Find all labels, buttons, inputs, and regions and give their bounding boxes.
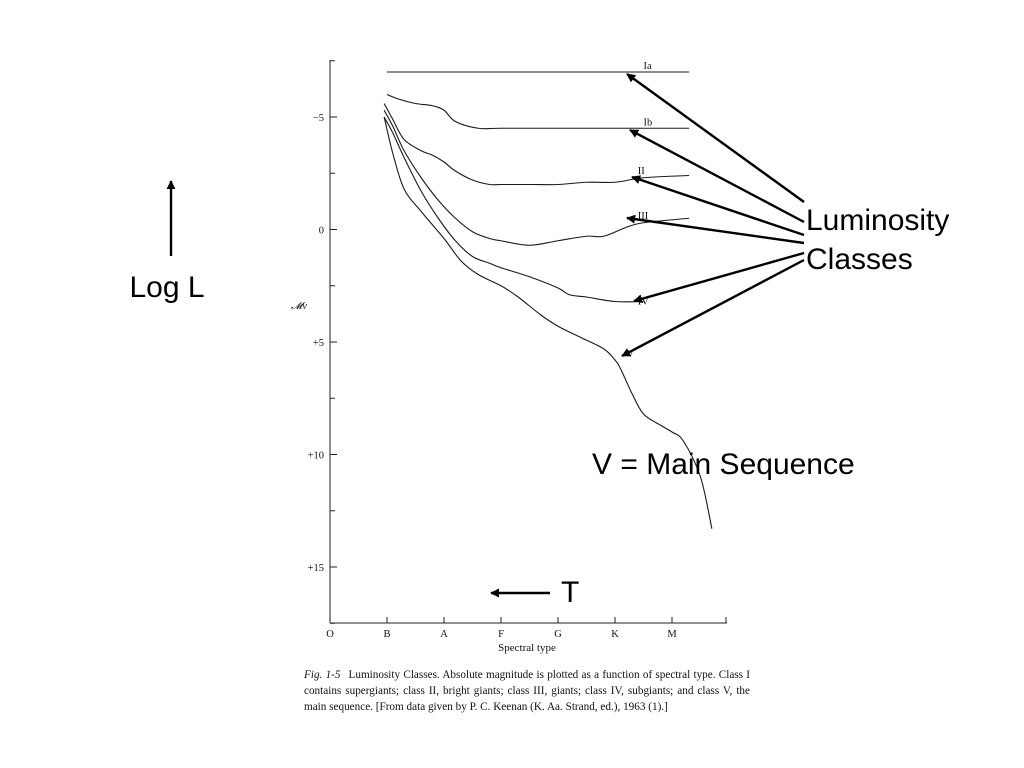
y-tick-label: 0 xyxy=(319,226,324,237)
caption-text: Luminosity Classes. Absolute magnitude i… xyxy=(304,669,751,713)
y-tick-label: +10 xyxy=(308,451,324,462)
x-tick-label: O xyxy=(326,629,334,640)
chart-series xyxy=(383,71,713,529)
series-label-iv: IV xyxy=(638,297,649,308)
arrow-to-iv xyxy=(633,251,805,304)
series-label-ia: Ia xyxy=(644,61,652,72)
y-tick-label: −5 xyxy=(313,113,324,124)
y-tick-label: +5 xyxy=(313,338,324,349)
x-tick-label: A xyxy=(440,629,448,640)
arrow-to-ii xyxy=(631,175,805,237)
temperature-label: T xyxy=(561,576,579,609)
series-line-iv xyxy=(383,116,644,303)
x-tick-label: G xyxy=(554,629,562,640)
series-label-ii: II xyxy=(638,166,645,177)
x-tick-label: F xyxy=(498,629,504,640)
x-tick-label: K xyxy=(611,629,619,640)
luminosity-classes-label-line2: Classes xyxy=(806,243,913,276)
figure-number: Fig. 1-5 xyxy=(304,669,341,681)
y-tick-label: +15 xyxy=(308,563,324,574)
arrow-to-ib xyxy=(629,128,805,224)
main-sequence-label: V = Main Sequence xyxy=(592,448,855,481)
chart-axes xyxy=(329,60,727,624)
x-tick-label: M xyxy=(667,629,677,640)
series-line-v xyxy=(383,116,713,529)
arrow-to-v xyxy=(621,258,805,358)
figure-caption: Fig. 1-5 Luminosity Classes. Absolute mag… xyxy=(304,667,750,715)
x-tick-label: B xyxy=(383,629,390,640)
x-axis-label: Spectral type xyxy=(498,642,556,654)
y-ticks: −5 0 +5 +10 +15 xyxy=(308,60,337,624)
luminosity-classes-label-line1: Luminosity xyxy=(806,204,949,237)
series-line-ib xyxy=(386,93,690,130)
series-line-ii xyxy=(383,103,690,186)
arrow-to-ia xyxy=(626,73,805,203)
log-l-label: Log L xyxy=(129,271,204,304)
arrow-to-iii xyxy=(626,214,805,245)
series-label-ib: Ib xyxy=(644,117,653,128)
y-axis-label: 𝓜v xyxy=(291,301,307,312)
series-label-iii: III xyxy=(638,211,649,222)
pointer-arrows xyxy=(621,73,805,358)
series-line-iii xyxy=(383,109,690,246)
